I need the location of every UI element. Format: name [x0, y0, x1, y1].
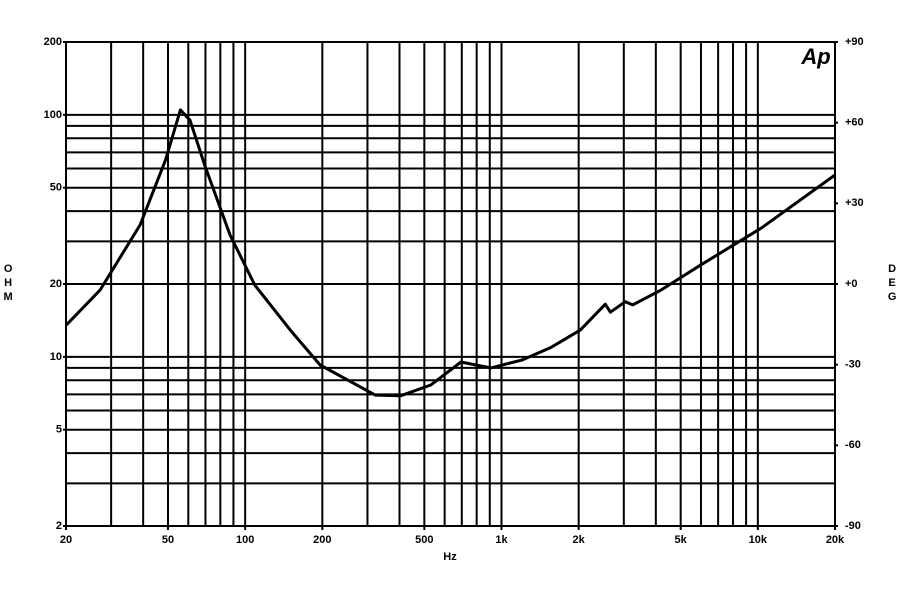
- x-axis-label: Hz: [443, 551, 457, 563]
- x-tick-label: 500: [415, 534, 433, 546]
- y-tick-label: 10: [50, 351, 62, 363]
- y-axis-label: OHM: [2, 263, 14, 305]
- y2-tick-label: -90: [845, 520, 861, 532]
- x-tick-label: 100: [236, 534, 254, 546]
- x-tick-label: 20: [60, 534, 72, 546]
- y-tick-label: 50: [50, 182, 62, 194]
- y-tick-label: 2: [56, 520, 62, 532]
- y-tick-label: 100: [44, 109, 62, 121]
- impedance-curve: [64, 108, 836, 398]
- x-tick-label: 5k: [675, 534, 688, 546]
- y2-tick-label: +30: [845, 197, 864, 209]
- x-tick-label: 50: [162, 534, 174, 546]
- x-tick-label: 20k: [826, 534, 845, 546]
- y2-tick-label: +0: [845, 278, 858, 290]
- y-tick-label: 200: [44, 36, 62, 48]
- x-tick-label: 1k: [495, 534, 508, 546]
- y-tick-label: 5: [56, 424, 62, 436]
- y2-tick-label: +60: [845, 117, 864, 129]
- y2-tick-label: -30: [845, 359, 861, 371]
- y-tick-label: 20: [50, 278, 62, 290]
- x-tick-label: 10k: [749, 534, 768, 546]
- y2-tick-label: -60: [845, 439, 861, 451]
- y2-axis-label: DEG: [886, 263, 898, 305]
- x-tick-label: 2k: [573, 534, 586, 546]
- logo: Ap: [800, 44, 830, 69]
- x-tick-label: 200: [313, 534, 331, 546]
- y2-tick-label: +90: [845, 36, 864, 48]
